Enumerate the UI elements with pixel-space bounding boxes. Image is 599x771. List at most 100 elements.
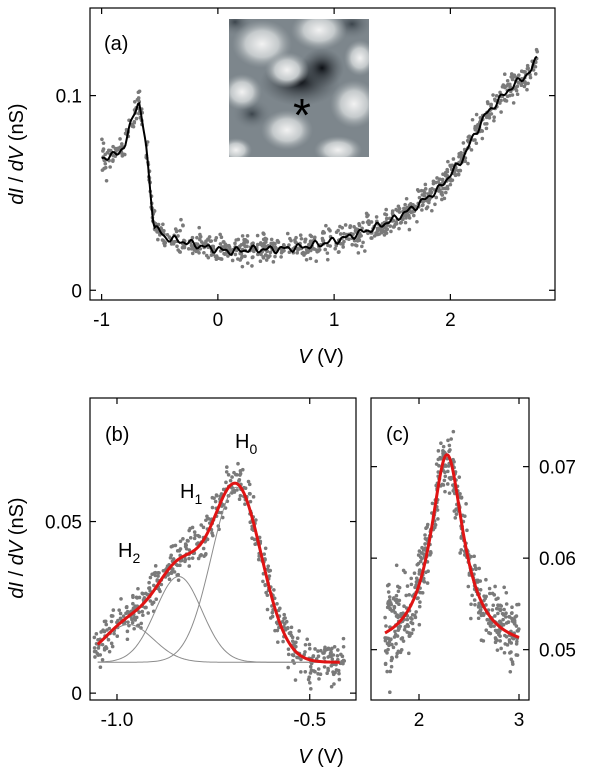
data-point [443,463,448,468]
data-point [111,158,115,162]
data-point [428,553,432,557]
data-point [440,177,445,182]
data-point [480,129,485,133]
data-point [245,261,250,265]
data-point [495,648,500,652]
data-point [339,241,343,246]
data-point [447,491,452,495]
data-point [132,99,137,104]
data-point [98,653,103,657]
data-point [286,647,291,651]
data-point [397,614,402,619]
data-point [196,556,201,561]
data-point [245,234,250,238]
data-point [181,223,185,227]
data-point [409,620,413,625]
data-point [465,528,469,533]
data-point [515,92,520,97]
data-point [322,651,326,655]
data-point [171,544,175,548]
data-point [486,101,490,106]
data-point [134,615,139,620]
data-point [150,572,154,577]
data-point [269,237,274,242]
data-point [195,242,200,247]
data-point [100,168,105,172]
data-point [396,589,401,594]
data-point [199,523,204,527]
data-point [407,651,411,656]
data-point [273,254,277,259]
data-point [187,556,191,561]
panel-a-y-label: dI / dV (nS) [6,103,28,204]
data-point [480,136,485,141]
data-point [334,662,338,667]
data-point [470,117,475,122]
data-point [506,620,511,624]
data-point [391,645,396,650]
data-point [474,141,479,146]
data-point [410,613,415,617]
data-point [243,486,248,491]
data-point [340,226,345,230]
data-point [176,572,181,577]
data-point [397,226,401,231]
data-point [332,682,336,686]
data-point [443,489,447,494]
data-point [484,594,488,599]
data-point [470,593,474,598]
data-point [436,449,441,453]
data-point [166,573,170,577]
data-point [198,234,203,239]
data-point [403,220,408,225]
data-point [303,650,307,654]
panel-b-data-points [92,461,347,691]
data-point [180,245,185,250]
data-point [333,246,338,251]
data-point [445,482,450,486]
data-point [405,630,409,634]
data-point [424,570,428,575]
data-point [136,623,141,628]
data-point [415,562,420,567]
data-point [250,264,254,268]
data-point [409,576,414,581]
data-point [510,77,515,82]
data-point [289,633,294,638]
data-point [515,639,519,644]
data-point [308,248,313,253]
data-point [396,584,400,589]
data-point [233,241,237,246]
data-point [178,228,182,233]
data-point [254,518,258,522]
data-point [192,536,197,541]
data-point [390,209,395,213]
data-point [282,612,287,617]
data-point [479,638,484,643]
data-point [120,142,124,146]
data-point [287,250,292,255]
data-point [331,670,335,674]
y-tick-label: 0 [71,684,82,705]
data-point [318,672,323,677]
data-point [125,637,130,642]
panel-c-fit-curve [384,453,520,639]
data-point [443,474,448,479]
data-point [442,450,447,455]
tip-position-marker: * [293,89,311,141]
data-point [161,222,165,227]
data-point [382,233,387,237]
data-point [446,159,450,164]
data-point [337,677,342,682]
data-point [478,608,483,612]
data-point [488,624,493,628]
data-point [448,182,453,187]
data-point [355,239,360,243]
data-point [226,473,231,477]
data-point [308,240,313,245]
data-point [197,534,202,539]
data-point [504,602,509,606]
data-point [394,614,399,618]
data-point [494,597,498,602]
data-point [168,555,173,560]
